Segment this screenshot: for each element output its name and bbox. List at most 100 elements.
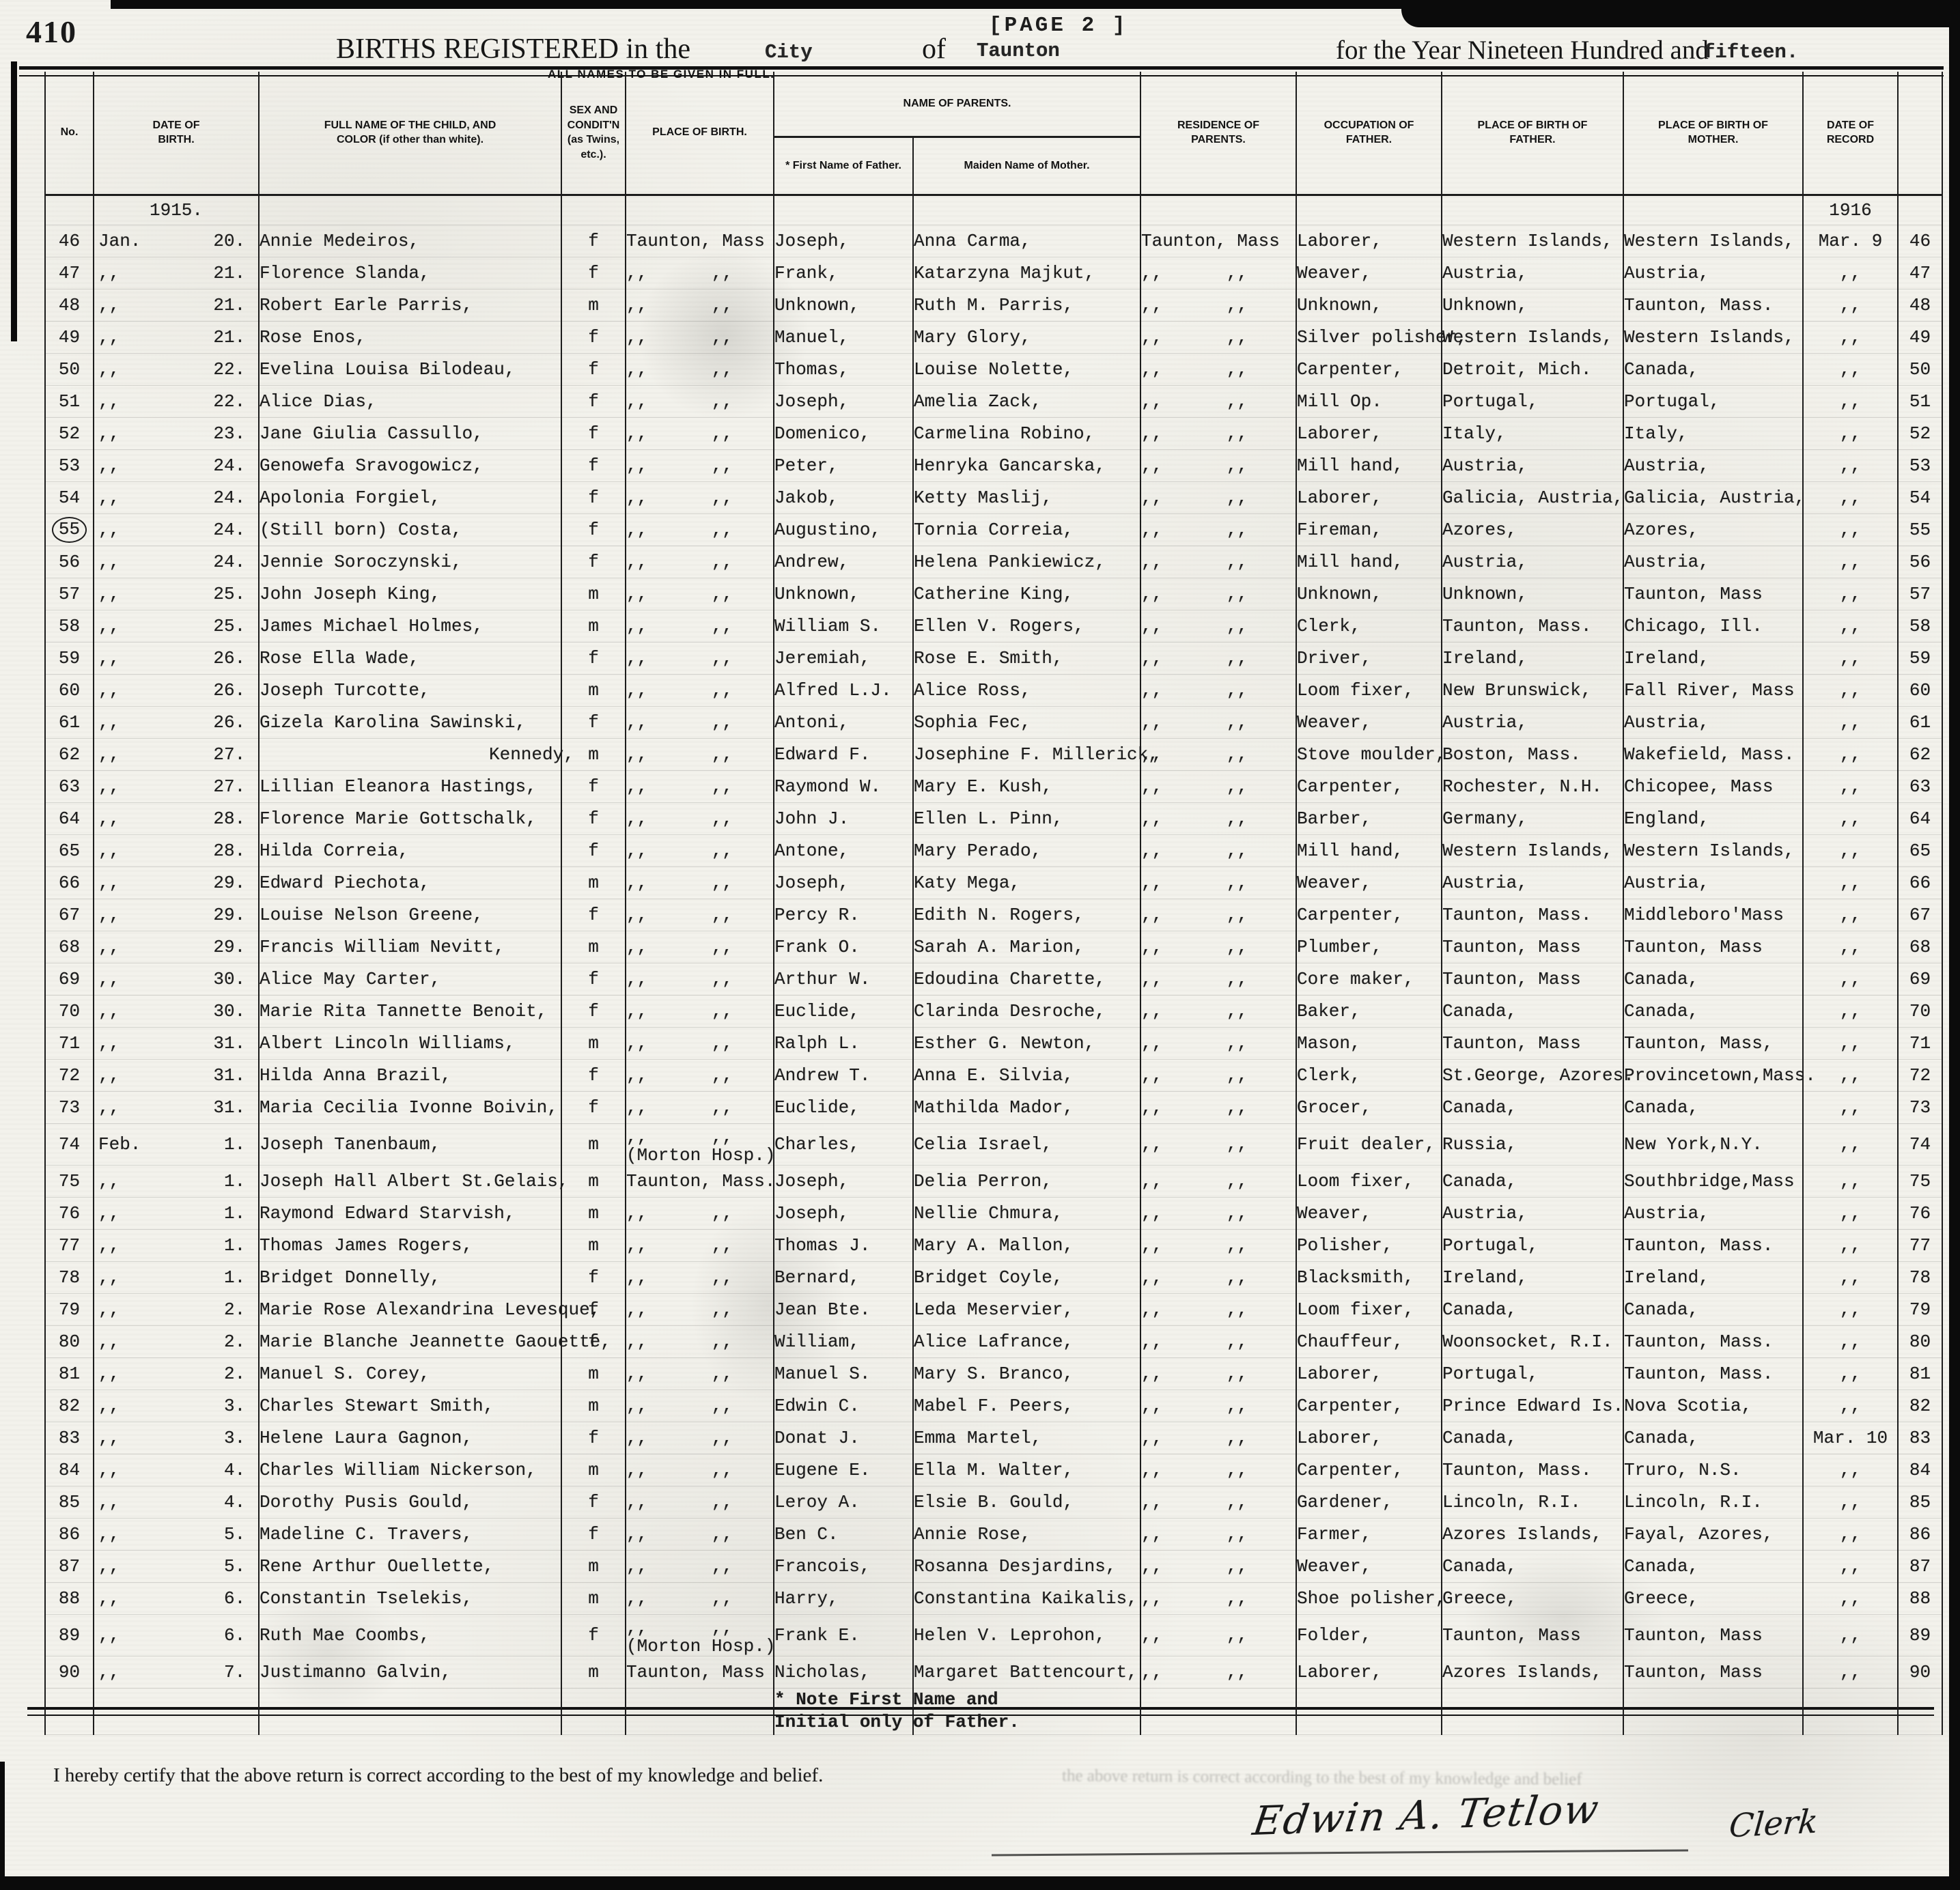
cell-pob-mother: England, bbox=[1623, 802, 1804, 835]
cell-birth-date: ,, 28. bbox=[93, 834, 260, 867]
record-row-62: 62,, 27. Kennedy, m,, ,, Edward F. Josephine … bbox=[44, 738, 1943, 771]
entry-no: 89 bbox=[58, 1624, 81, 1646]
cell-mother-name: Bridget Coyle, bbox=[912, 1261, 1141, 1294]
cell-child-name: Constantin Tselekis, bbox=[258, 1582, 562, 1615]
title-post: for the Year Nineteen Hundred and bbox=[1336, 36, 1709, 65]
cell-occupation: Core maker, bbox=[1296, 963, 1442, 996]
cell-child-name: Edward Piechota, bbox=[258, 866, 562, 899]
cell-entry-no: 48 bbox=[44, 289, 94, 322]
cell-date-of-record: ,, bbox=[1802, 802, 1899, 835]
cell-sex: f bbox=[561, 770, 626, 803]
cell-pob-mother: Taunton, Mass. bbox=[1623, 1325, 1804, 1358]
cell-birth-date bbox=[93, 1688, 260, 1736]
cell-date-of-record: ,, bbox=[1802, 1165, 1899, 1198]
cell-child-name: Charles Stewart Smith, bbox=[258, 1390, 562, 1422]
cell-entry-no: 69 bbox=[44, 963, 94, 996]
cell-birth-date: ,, 6. bbox=[93, 1582, 260, 1615]
cell-date-of-record: ,, bbox=[1802, 642, 1899, 675]
cell-pob-mother: Wakefield, Mass. bbox=[1623, 738, 1804, 771]
cell-mother-name: Mary Perado, bbox=[912, 834, 1141, 867]
cell-occupation: Mill hand, bbox=[1296, 449, 1442, 482]
cell-residence: ,, ,, bbox=[1140, 995, 1297, 1028]
entry-no: 66 bbox=[58, 872, 81, 893]
cell-pob-mother: Chicago, Ill. bbox=[1623, 610, 1804, 643]
cell-place-of-birth: ,, ,, bbox=[625, 834, 774, 867]
record-row-82: 82,, 3. Charles Stewart Smith, m,, ,, Edwin … bbox=[44, 1390, 1943, 1422]
cell-residence: ,, ,, bbox=[1140, 1486, 1297, 1519]
cell-entry-no: 75 bbox=[44, 1165, 94, 1198]
cell-pob-father: Austria, bbox=[1441, 449, 1624, 482]
cell-residence: ,, ,, bbox=[1140, 1518, 1297, 1551]
cell-mother-name: Annie Rose, bbox=[912, 1518, 1141, 1551]
cell-occupation: Blacksmith, bbox=[1296, 1261, 1442, 1294]
cell-pob-father: Russia, bbox=[1441, 1123, 1624, 1166]
cell-sex: f bbox=[561, 1261, 626, 1294]
cell-place-of-birth: ,, ,, bbox=[625, 899, 774, 931]
cell-sex: f bbox=[561, 1325, 626, 1358]
record-row-89: 89,, 6. Ruth Mae Coombs, f,, ,, (Morton Hosp… bbox=[44, 1614, 1943, 1656]
cell-child-name: Annie Medeiros, bbox=[258, 225, 562, 257]
cell-pob-father: Western Islands, bbox=[1441, 834, 1624, 867]
cell-residence: ,, ,, bbox=[1140, 1357, 1297, 1390]
cell-date-of-record: ,, bbox=[1802, 931, 1899, 963]
col-header-date-of-record: DATE OF RECORD bbox=[1802, 72, 1899, 196]
cell-entry-no-right: 88 bbox=[1897, 1582, 1943, 1615]
cell-mother-name: Ruth M. Parris, bbox=[912, 289, 1141, 322]
cell-father-name: John J. bbox=[773, 802, 914, 835]
cell-sex: m bbox=[561, 1165, 626, 1198]
cell-entry-no-right: 67 bbox=[1897, 899, 1943, 931]
cell-birth-date: ,, 26. bbox=[93, 674, 260, 707]
cell-child-name: Marie Rita Tannette Benoit, bbox=[258, 995, 562, 1028]
record-row-84: 84,, 4. Charles William Nickerson, m,, ,, Eu… bbox=[44, 1454, 1943, 1486]
cell-entry-no: 51 bbox=[44, 385, 94, 418]
birth-month: ,, bbox=[98, 1395, 120, 1416]
cell-entry-no: 64 bbox=[44, 802, 94, 835]
record-row-70: 70,, 30. Marie Rita Tannette Benoit, f,, ,,… bbox=[44, 995, 1943, 1028]
cell-entry-no: 60 bbox=[44, 674, 94, 707]
cell-entry-no-right: 47 bbox=[1897, 257, 1943, 290]
cell-residence: ,, ,, bbox=[1140, 1454, 1297, 1486]
cell-occupation: Silver polisher, bbox=[1296, 321, 1468, 354]
entry-no: 60 bbox=[58, 679, 81, 701]
cell-occupation: Carpenter, bbox=[1296, 353, 1442, 386]
entry-no: 65 bbox=[58, 840, 81, 861]
cell-birth-date: ,, 25. bbox=[93, 578, 260, 610]
cell-entry-no-right: 54 bbox=[1897, 481, 1943, 514]
record-row-71: 71,, 31. Albert Lincoln Williams, m,, ,, Ral… bbox=[44, 1027, 1943, 1060]
cell-child-name: Charles William Nickerson, bbox=[258, 1454, 562, 1486]
cell-occupation bbox=[1296, 195, 1442, 225]
birth-month: ,, bbox=[98, 262, 120, 283]
cell-child-name: Thomas James Rogers, bbox=[258, 1229, 562, 1262]
cell-entry-no-right: 84 bbox=[1897, 1454, 1943, 1486]
cell-pob-father: Greece, bbox=[1441, 1582, 1624, 1615]
birth-day: 6. bbox=[223, 1624, 246, 1646]
cell-date-of-record: ,, bbox=[1802, 1357, 1899, 1390]
col-header-occupation: OCCUPATION OF FATHER. bbox=[1296, 72, 1442, 196]
title-year-word: fifteen. bbox=[1703, 41, 1799, 64]
entry-no: 76 bbox=[58, 1202, 81, 1224]
cell-mother-name: Clarinda Desroche, bbox=[912, 995, 1141, 1028]
cell-residence: ,, ,, bbox=[1140, 353, 1297, 386]
birth-day: 24. bbox=[213, 487, 246, 508]
cell-date-of-record: ,, bbox=[1802, 546, 1899, 578]
cell-pob-father: St.George, Azores. bbox=[1441, 1059, 1634, 1092]
cell-place-of-birth bbox=[625, 1688, 774, 1736]
cell-sex: f bbox=[561, 834, 626, 867]
cell-entry-no-right: 68 bbox=[1897, 931, 1943, 963]
cell-child-name: Marie Blanche Jeannette Gaouette, bbox=[258, 1325, 611, 1358]
birth-day: 23. bbox=[213, 423, 246, 444]
birth-day: 30. bbox=[213, 968, 246, 989]
cell-occupation: Mason, bbox=[1296, 1027, 1442, 1060]
birth-month: ,, bbox=[98, 1459, 120, 1480]
cell-birth-date: ,, 4. bbox=[93, 1486, 260, 1519]
cell-birth-date: ,, 31. bbox=[93, 1027, 260, 1060]
entry-no: 79 bbox=[58, 1299, 81, 1320]
cell-pob-mother: Western Islands, bbox=[1623, 225, 1804, 257]
cell-residence: ,, ,, bbox=[1140, 449, 1297, 482]
cell-child-name: Bridget Donnelly, bbox=[258, 1261, 562, 1294]
cell-entry-no-right: 74 bbox=[1897, 1123, 1943, 1166]
record-row-68: 68,, 29. Francis William Nevitt, m,, ,, Fran… bbox=[44, 931, 1943, 963]
cell-entry-no: 78 bbox=[44, 1261, 94, 1294]
cell-occupation: Unknown, bbox=[1296, 289, 1442, 322]
cell-mother-name: Ellen L. Pinn, bbox=[912, 802, 1141, 835]
